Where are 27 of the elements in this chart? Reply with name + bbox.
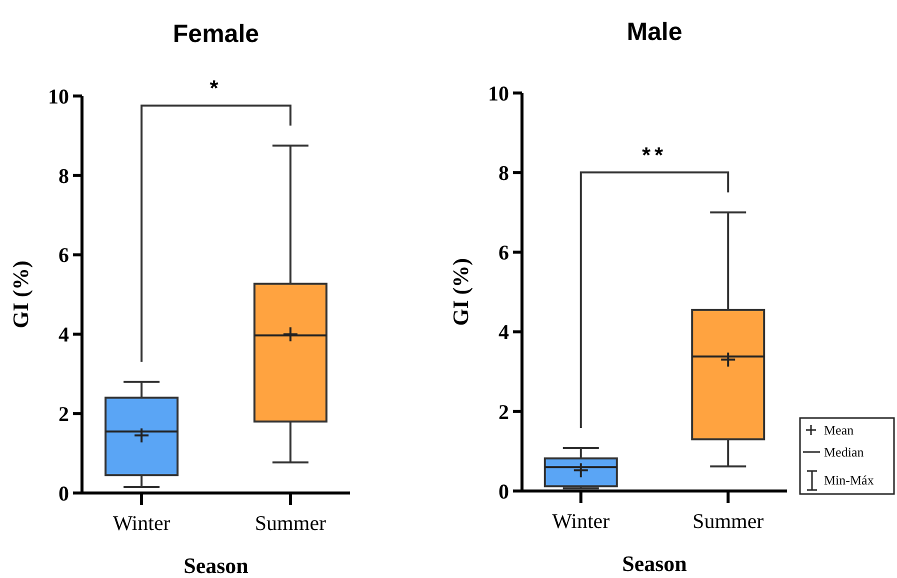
y-tick-label: 2 [58, 402, 69, 426]
x-tick-label: Summer [692, 509, 764, 533]
y-tick-label: 0 [498, 479, 509, 504]
x-tick-label: Winter [112, 511, 170, 535]
y-tick-label: 8 [58, 164, 69, 188]
text: Median [824, 444, 864, 460]
annotation: ** [642, 142, 668, 168]
y-tick-label: 8 [498, 160, 509, 185]
y-tick-label: 4 [58, 322, 70, 347]
x-tick-label: Summer [254, 511, 326, 535]
y-axis-title: GI (%) [448, 258, 473, 326]
y-tick-label: 4 [498, 320, 510, 344]
x-axis-title: Season [184, 553, 248, 578]
chart-title: Male [626, 18, 682, 46]
y-tick-label: 0 [58, 481, 69, 506]
y-axis-title: GI (%) [8, 260, 33, 328]
annotation: * [210, 76, 222, 101]
text: Min-Máx [824, 472, 874, 488]
x-axis-title: Season [622, 551, 687, 576]
y-tick-label: 6 [498, 240, 509, 265]
chart-title: Female [172, 20, 260, 48]
text: Mean [824, 422, 854, 438]
y-tick-label: 10 [488, 81, 509, 106]
y-tick-label: 2 [498, 400, 509, 424]
x-tick-label: Winter [552, 509, 610, 533]
y-tick-label: 6 [58, 243, 69, 268]
y-tick-label: 10 [48, 84, 69, 108]
